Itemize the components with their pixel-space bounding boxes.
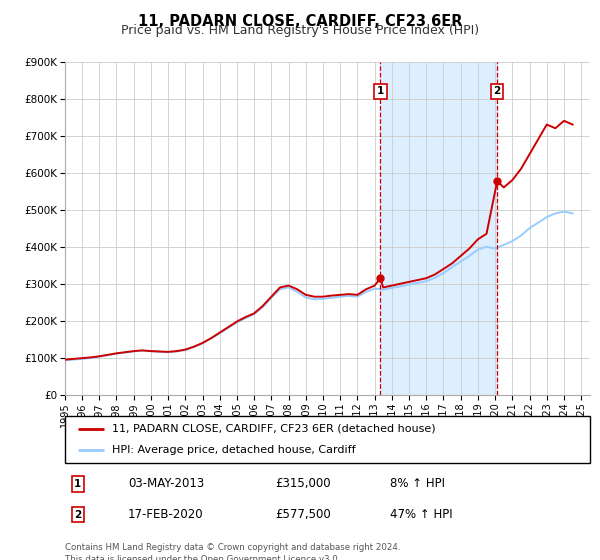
Text: Price paid vs. HM Land Registry's House Price Index (HPI): Price paid vs. HM Land Registry's House … (121, 24, 479, 37)
Text: 17-FEB-2020: 17-FEB-2020 (128, 508, 203, 521)
Text: 11, PADARN CLOSE, CARDIFF, CF23 6ER: 11, PADARN CLOSE, CARDIFF, CF23 6ER (138, 14, 462, 29)
Text: £577,500: £577,500 (275, 508, 331, 521)
Text: 03-MAY-2013: 03-MAY-2013 (128, 478, 204, 491)
Text: £315,000: £315,000 (275, 478, 331, 491)
Text: Contains HM Land Registry data © Crown copyright and database right 2024.
This d: Contains HM Land Registry data © Crown c… (65, 543, 400, 560)
Text: HPI: Average price, detached house, Cardiff: HPI: Average price, detached house, Card… (112, 445, 356, 455)
Text: 1: 1 (74, 479, 82, 489)
Text: 11, PADARN CLOSE, CARDIFF, CF23 6ER (detached house): 11, PADARN CLOSE, CARDIFF, CF23 6ER (det… (112, 424, 436, 434)
Text: 1: 1 (377, 86, 384, 96)
Text: 2: 2 (494, 86, 501, 96)
Text: 8% ↑ HPI: 8% ↑ HPI (391, 478, 445, 491)
Bar (380, 62, 497, 395)
Text: 2: 2 (74, 510, 82, 520)
Text: 47% ↑ HPI: 47% ↑ HPI (391, 508, 453, 521)
FancyBboxPatch shape (65, 416, 590, 463)
